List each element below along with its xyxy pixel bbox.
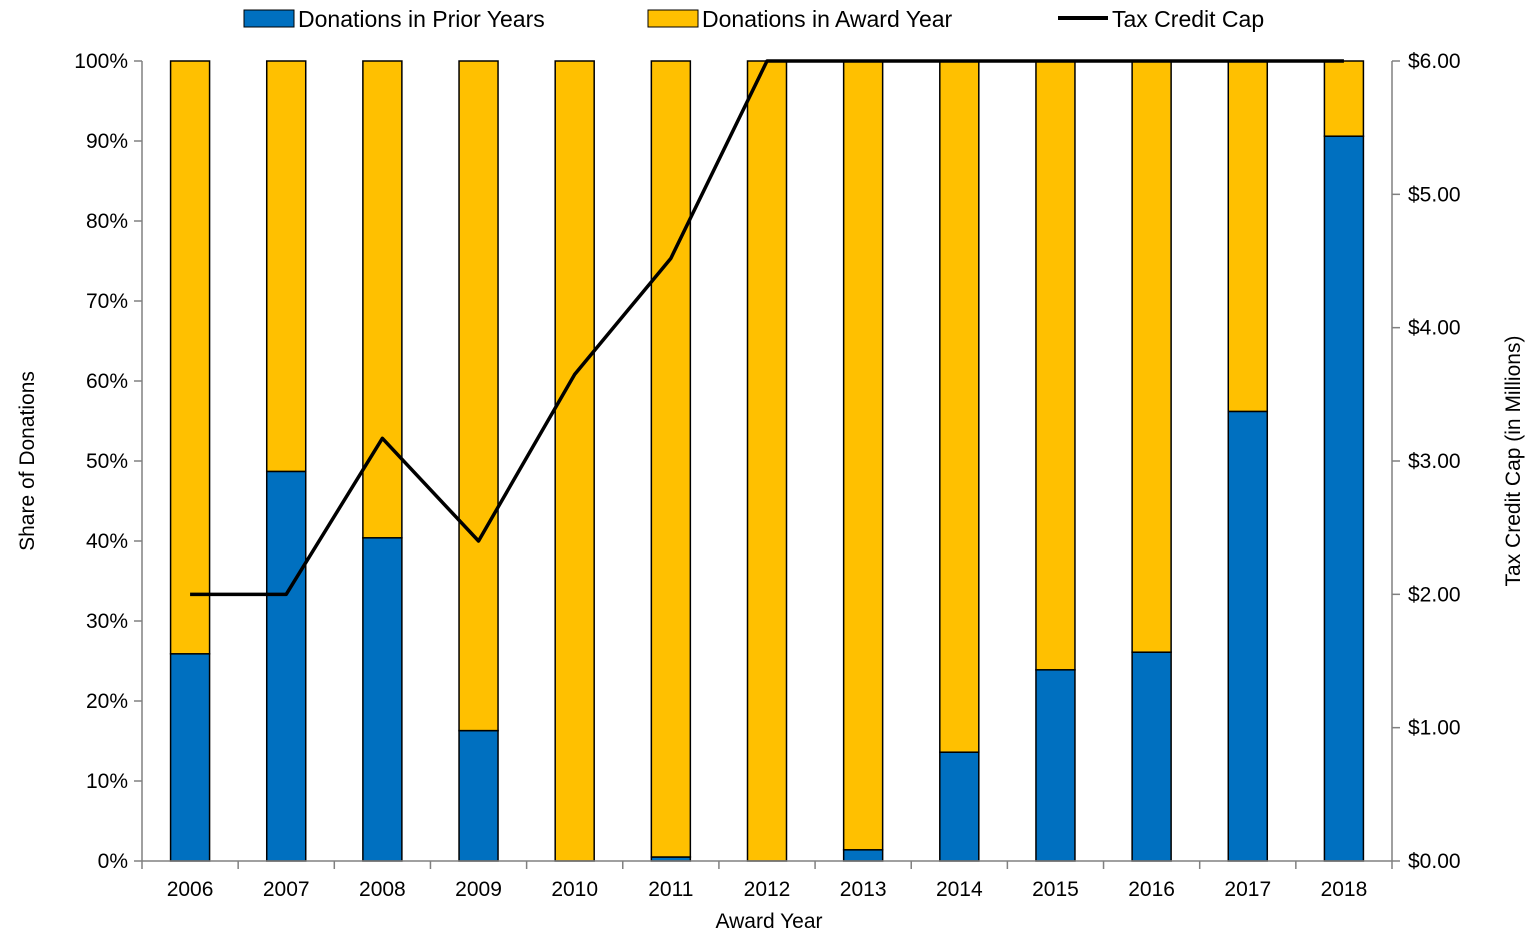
y2-tick-label: $6.00 xyxy=(1408,50,1461,73)
bar-prior-years-2014 xyxy=(940,752,979,861)
bar-award-year-2010 xyxy=(555,61,594,861)
x-tick-label: 2007 xyxy=(263,878,310,901)
y-tick-label: 50% xyxy=(86,450,128,473)
legend-swatch-award-year xyxy=(648,10,698,27)
y2-tick-label: $5.00 xyxy=(1408,183,1461,206)
bar-award-year-2018 xyxy=(1324,61,1363,136)
y-tick-label: 60% xyxy=(86,370,128,393)
bar-award-year-2017 xyxy=(1228,61,1267,411)
bar-prior-years-2009 xyxy=(459,731,498,861)
bar-prior-years-2007 xyxy=(267,471,306,861)
y-tick-label: 70% xyxy=(86,290,128,313)
bar-award-year-2013 xyxy=(844,61,883,850)
bar-award-year-2014 xyxy=(940,61,979,752)
x-tick-label: 2017 xyxy=(1224,878,1271,901)
x-tick-label: 2013 xyxy=(840,878,887,901)
y-tick-label: 80% xyxy=(86,210,128,233)
y-tick-label: 90% xyxy=(86,130,128,153)
x-tick-label: 2014 xyxy=(936,878,983,901)
bar-award-year-2009 xyxy=(459,61,498,731)
legend-label-tax-credit-cap: Tax Credit Cap xyxy=(1112,6,1264,32)
y-tick-label: 0% xyxy=(98,850,128,873)
y-tick-label: 20% xyxy=(86,690,128,713)
bar-prior-years-2015 xyxy=(1036,670,1075,861)
bar-prior-years-2006 xyxy=(171,654,210,861)
legend-swatch-prior-years xyxy=(244,10,294,27)
bar-award-year-2016 xyxy=(1132,61,1171,652)
x-axis-title: Award Year xyxy=(715,910,822,932)
legend: Donations in Prior Years Donations in Aw… xyxy=(244,6,1264,32)
y2-tick-label: $0.00 xyxy=(1408,850,1461,873)
bar-prior-years-2017 xyxy=(1228,411,1267,861)
legend-label-prior-years: Donations in Prior Years xyxy=(298,6,545,32)
y-tick-label: 30% xyxy=(86,610,128,633)
x-tick-label: 2012 xyxy=(744,878,791,901)
legend-label-award-year: Donations in Award Year xyxy=(702,6,953,32)
bar-award-year-2015 xyxy=(1036,61,1075,670)
y2-tick-label: $1.00 xyxy=(1408,717,1461,740)
bar-award-year-2008 xyxy=(363,61,402,538)
x-tick-label: 2009 xyxy=(455,878,502,901)
y-tick-label: 100% xyxy=(74,50,128,73)
y-tick-label: 40% xyxy=(86,530,128,553)
y2-tick-label: $2.00 xyxy=(1408,583,1461,606)
y2-tick-label: $4.00 xyxy=(1408,317,1461,340)
bar-prior-years-2008 xyxy=(363,538,402,861)
bar-award-year-2011 xyxy=(651,61,690,857)
bar-award-year-2007 xyxy=(267,61,306,471)
bar-prior-years-2013 xyxy=(844,850,883,861)
x-tick-label: 2006 xyxy=(167,878,214,901)
x-tick-label: 2011 xyxy=(648,878,693,901)
y-axis-title: Share of Donations xyxy=(16,371,39,551)
x-tick-label: 2015 xyxy=(1032,878,1079,901)
x-tick-label: 2008 xyxy=(359,878,406,901)
y-tick-label: 10% xyxy=(86,770,128,793)
bar-award-year-2006 xyxy=(171,61,210,654)
y2-axis-title: Tax Credit Cap (in Millions) xyxy=(1502,336,1525,587)
x-tick-label: 2010 xyxy=(551,878,598,901)
bar-prior-years-2016 xyxy=(1132,652,1171,861)
y2-tick-label: $3.00 xyxy=(1408,450,1461,473)
bar-award-year-2012 xyxy=(748,61,787,861)
x-tick-label: 2018 xyxy=(1321,878,1368,901)
x-tick-label: 2016 xyxy=(1128,878,1175,901)
bar-prior-years-2018 xyxy=(1324,136,1363,861)
